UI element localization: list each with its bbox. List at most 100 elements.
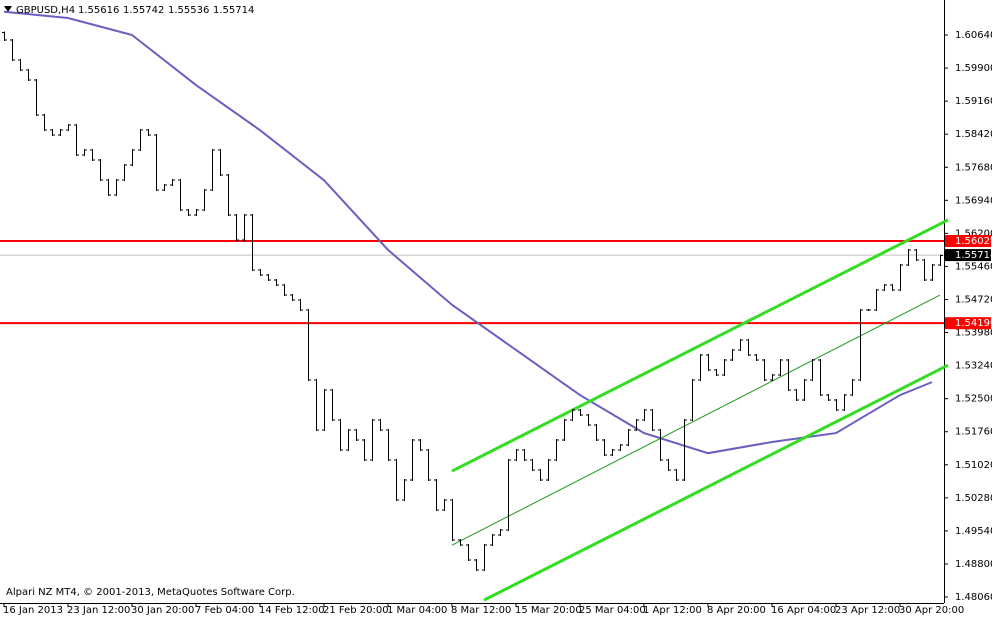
price-bar	[898, 264, 903, 292]
x-tick-label: 8 Apr 20:00	[707, 605, 766, 616]
y-tick-label: 1.56200	[955, 228, 992, 239]
price-bar	[98, 159, 103, 182]
chart-title: GBPUSD,H4	[16, 5, 75, 16]
y-tick-label: 1.54720	[955, 294, 992, 305]
price-bar	[18, 59, 23, 71]
price-bar	[642, 408, 647, 422]
price-bar	[58, 129, 63, 137]
price-bar	[714, 369, 719, 376]
x-tick-label: 1 Apr 12:00	[643, 605, 702, 616]
y-tick-label: 1.51020	[955, 460, 992, 471]
price-bar	[746, 339, 751, 356]
y-tick-label: 1.57680	[955, 162, 992, 173]
price-bar	[698, 353, 703, 381]
price-bar	[602, 439, 607, 456]
price-bar	[842, 394, 847, 411]
y-tick-label: 1.53240	[955, 361, 992, 372]
x-tick-label: 30 Jan 20:00	[131, 605, 194, 616]
price-bar	[490, 533, 495, 547]
y-tick-label: 1.59160	[955, 96, 992, 107]
price-bar	[514, 449, 519, 461]
price-bar	[402, 478, 407, 502]
y-tick-label: 1.52500	[955, 394, 992, 405]
price-bar	[290, 294, 295, 301]
price-bar	[418, 439, 423, 452]
price-bar	[146, 129, 151, 137]
price-bar	[482, 544, 487, 572]
level-label: 1.56029	[955, 236, 992, 247]
price-bar	[178, 179, 183, 212]
price-bar	[74, 123, 79, 157]
y-tick-label: 1.56940	[955, 195, 992, 206]
price-bar	[338, 419, 343, 452]
y-tick-label: 1.48800	[955, 559, 992, 570]
price-bar	[346, 428, 351, 452]
price-bar	[810, 358, 815, 381]
price-bar	[802, 378, 807, 402]
price-bar	[82, 148, 87, 157]
level-box	[945, 317, 991, 330]
price-bar	[786, 358, 791, 392]
price-bar	[186, 209, 191, 217]
level-box	[945, 235, 991, 248]
price-bar	[546, 458, 551, 481]
price-bar	[738, 339, 743, 351]
price-bar	[330, 389, 335, 422]
price-bar	[10, 38, 15, 62]
price-bar	[154, 134, 159, 192]
price-bar	[474, 558, 479, 572]
price-bar	[2, 31, 7, 41]
price-bar	[50, 129, 55, 137]
price-bar	[266, 273, 271, 281]
price-bar	[666, 458, 671, 472]
price-bar	[522, 449, 527, 461]
price-bar	[314, 378, 319, 431]
price-bar	[754, 353, 759, 361]
price-bar	[34, 79, 39, 116]
last-price-box	[945, 249, 991, 262]
x-tick-label: 16 Apr 04:00	[771, 605, 836, 616]
quote-value: 1.55616	[78, 5, 119, 16]
price-bar	[274, 278, 279, 287]
price-bar	[730, 348, 735, 361]
price-bar	[442, 499, 447, 511]
price-bar	[674, 469, 679, 481]
x-tick-label: 16 Jan 2013	[3, 605, 63, 616]
price-bar	[218, 148, 223, 176]
price-bar	[826, 394, 831, 402]
price-bar	[114, 179, 119, 196]
price-bar	[618, 444, 623, 452]
price-bar	[938, 254, 943, 267]
price-bar	[570, 408, 575, 422]
price-bar	[906, 248, 911, 267]
price-bar	[578, 408, 583, 417]
price-bar	[818, 358, 823, 397]
x-tick-label: 7 Feb 04:00	[195, 605, 254, 616]
trend-line	[451, 218, 949, 473]
price-bar	[210, 148, 215, 192]
price-bar	[202, 189, 207, 212]
price-bar	[498, 529, 503, 536]
menu-triangle[interactable]	[4, 6, 12, 12]
price-bar	[922, 259, 927, 281]
price-bar	[426, 449, 431, 481]
price-bar	[378, 419, 383, 431]
trend-line	[483, 363, 949, 602]
price-bar	[298, 298, 303, 312]
price-bar	[834, 399, 839, 411]
x-tick-label: 15 Mar 20:00	[515, 605, 582, 616]
price-bar	[450, 499, 455, 541]
price-bar	[354, 428, 359, 442]
price-bar	[770, 373, 775, 381]
price-bar	[554, 439, 559, 461]
price-bar	[106, 179, 111, 196]
y-tick-label: 1.49540	[955, 526, 992, 537]
trend-line	[451, 294, 941, 546]
quote-value: 1.55536	[168, 5, 209, 16]
y-tick-label: 1.60640	[955, 30, 992, 41]
price-bar	[762, 358, 767, 381]
price-bar	[370, 419, 375, 461]
price-bar	[594, 424, 599, 442]
